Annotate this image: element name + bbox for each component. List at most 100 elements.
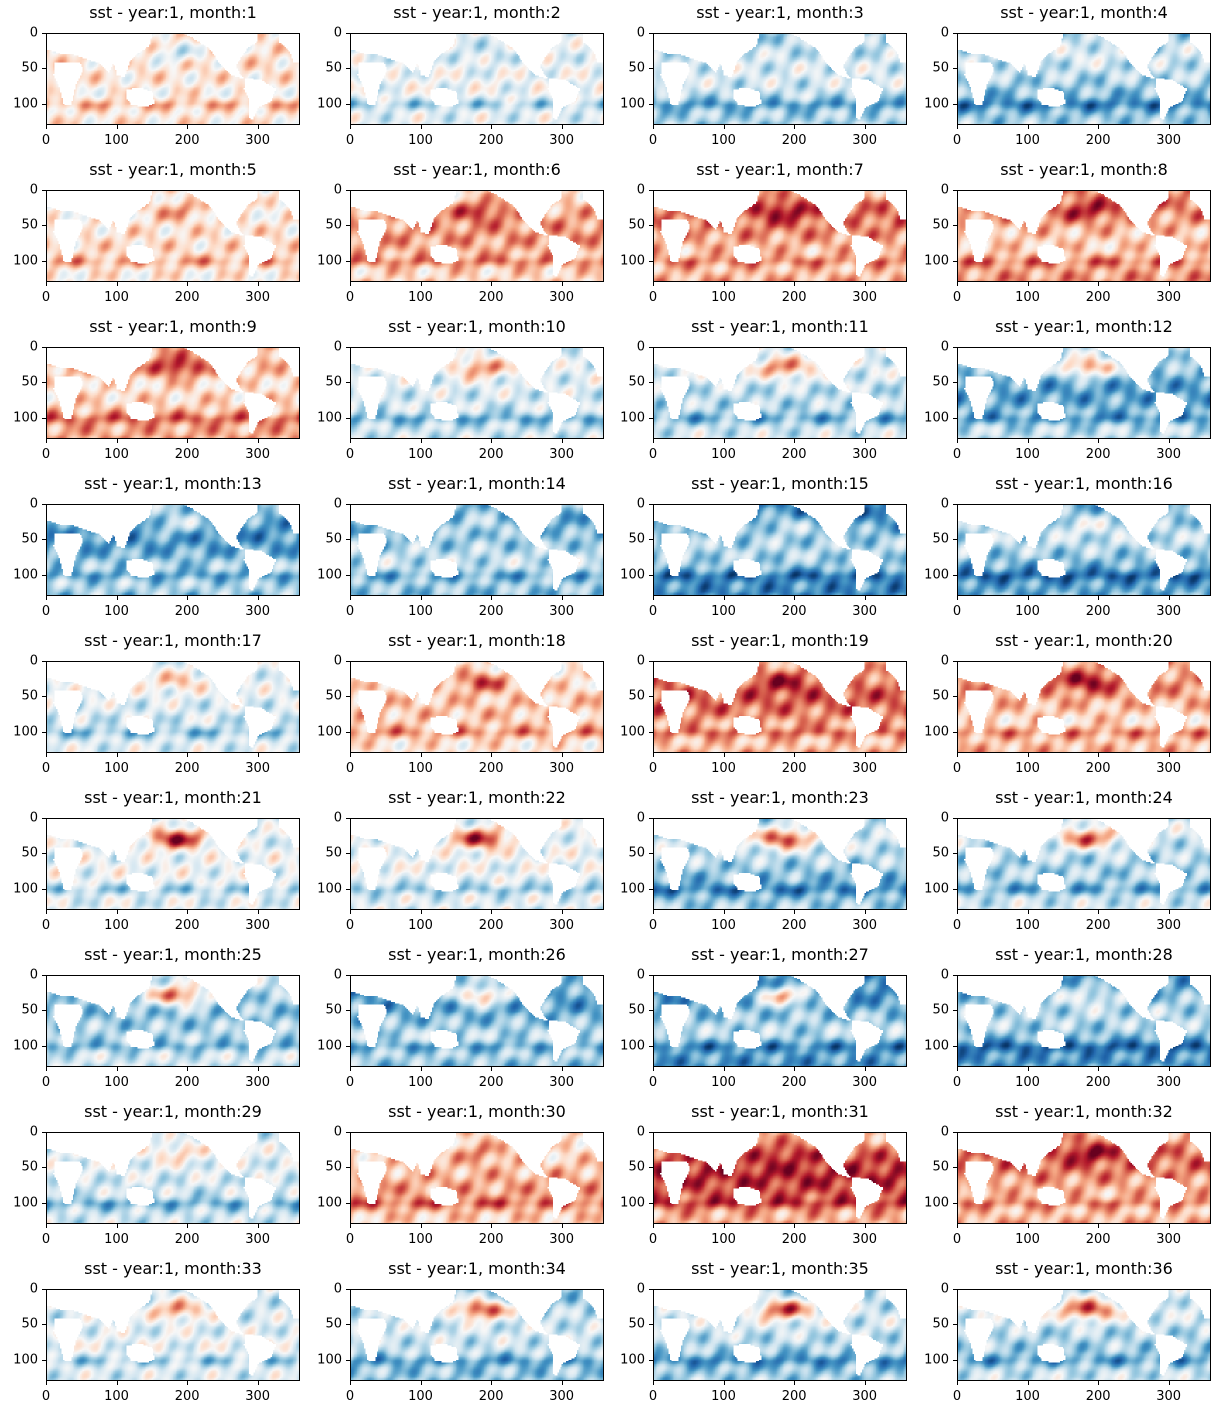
y-tick-mark [346,1359,350,1361]
heatmap-image [957,1289,1211,1381]
axes-frame [350,661,604,753]
heatmap-image [653,818,907,910]
x-tick-mark [561,1381,563,1385]
x-tick-mark [46,910,47,914]
y-tick-mark [346,539,350,541]
heatmap-panel: sst - year:1, month:29 0 100 200 300 0 50 100 [13,1102,300,1247]
y-tick-mark [953,1167,957,1169]
y-tick-mark [953,417,957,419]
x-tick-label: 200 [781,1075,807,1090]
x-tick-label: 200 [478,290,504,305]
x-tick-label: 100 [711,1389,736,1404]
x-tick-mark [257,1224,259,1228]
x-tick-mark [794,282,796,286]
heatmap-image [350,1289,604,1381]
y-tick-mark [42,696,46,698]
x-tick-label: 300 [549,290,575,305]
axes-frame [653,190,907,282]
y-tick-mark [42,1324,46,1326]
heatmap-panel: sst - year:1, month:8 0 100 200 300 0 50 100 [924,160,1211,305]
y-tick-label: 100 [13,1352,38,1368]
x-tick-mark [723,125,725,129]
y-tick-label: 0 [636,182,645,198]
y-tick-label: 0 [29,1281,38,1297]
panel-title: sst - year:1, month:9 [89,317,257,336]
heatmap-image [957,1132,1211,1224]
x-tick-mark [1027,1067,1029,1071]
x-tick-mark [46,596,47,600]
y-tick-mark [42,1045,46,1047]
x-tick-mark [46,1067,47,1071]
x-tick-mark [1098,1067,1100,1071]
y-tick-label: 50 [932,688,949,704]
x-tick-mark [491,1224,493,1228]
heatmap-image [957,33,1211,125]
heatmap-image [350,33,604,125]
x-tick-label: 200 [174,1232,200,1247]
y-tick-label: 100 [13,724,38,740]
y-tick-mark [953,888,957,890]
y-tick-label: 50 [628,688,645,704]
x-tick-label: 100 [408,290,433,305]
y-tick-label: 0 [940,182,949,198]
y-tick-mark [346,853,350,855]
x-tick-label: 0 [345,1232,355,1247]
heatmap-panel: sst - year:1, month:11 0 100 200 300 0 50 100 [620,317,907,462]
x-tick-label: 200 [781,918,807,933]
x-tick-label: 100 [1015,290,1040,305]
x-tick-label: 200 [174,918,200,933]
y-tick-mark [42,1202,46,1204]
x-tick-mark [794,910,796,914]
x-tick-label: 0 [952,761,962,776]
y-tick-label: 0 [29,496,38,512]
y-tick-mark [346,1132,350,1133]
x-tick-mark [957,1224,958,1228]
x-tick-label: 0 [41,133,51,148]
x-tick-label: 300 [549,133,575,148]
axes-frame [957,1289,1211,1381]
x-tick-label: 300 [852,447,878,462]
x-tick-label: 0 [345,918,355,933]
y-tick-mark [649,103,653,105]
x-tick-mark [794,753,796,757]
panel-title: sst - year:1, month:19 [691,631,869,650]
panel-title: sst - year:1, month:35 [691,1259,869,1278]
x-tick-mark [561,753,563,757]
x-tick-mark [491,753,493,757]
x-tick-mark [350,596,351,600]
y-tick-mark [42,853,46,855]
y-tick-mark [649,347,653,348]
heatmap-panel: sst - year:1, month:25 0 100 200 300 0 50 100 [13,945,300,1090]
x-tick-mark [653,1224,654,1228]
x-tick-label: 300 [852,604,878,619]
y-tick-mark [42,382,46,384]
x-tick-label: 300 [245,918,271,933]
panel-title: sst - year:1, month:17 [84,631,262,650]
y-tick-mark [649,260,653,262]
x-tick-label: 200 [478,133,504,148]
y-tick-mark [953,975,957,976]
x-tick-mark [257,1067,259,1071]
y-tick-mark [649,539,653,541]
y-tick-mark [649,1359,653,1361]
y-tick-label: 0 [333,967,342,983]
x-tick-label: 200 [781,290,807,305]
y-tick-label: 0 [29,25,38,41]
x-tick-label: 100 [408,1075,433,1090]
heatmap-image [350,818,604,910]
x-tick-mark [46,282,47,286]
y-tick-label: 0 [636,339,645,355]
y-tick-mark [346,818,350,819]
panel-title: sst - year:1, month:7 [696,160,864,179]
heatmap-panel: sst - year:1, month:26 0 100 200 300 0 50 100 [317,945,604,1090]
x-tick-mark [1098,596,1100,600]
y-tick-label: 50 [628,845,645,861]
x-tick-label: 100 [104,1075,129,1090]
axes-frame [653,975,907,1067]
x-tick-mark [116,910,118,914]
x-tick-mark [1168,1067,1170,1071]
y-tick-mark [42,539,46,541]
x-tick-label: 200 [478,447,504,462]
x-tick-label: 0 [648,1389,658,1404]
x-tick-mark [864,282,866,286]
